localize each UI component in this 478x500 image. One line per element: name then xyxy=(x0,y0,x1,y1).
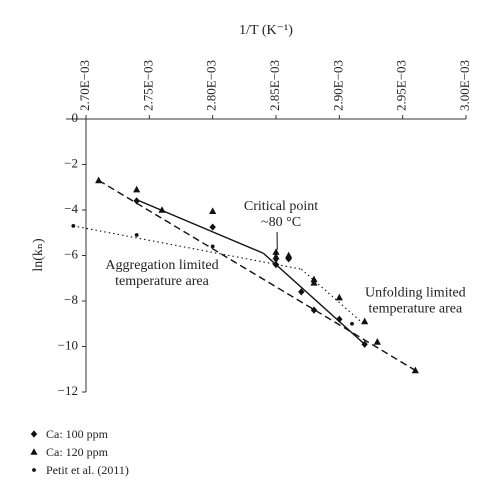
data-point-series-1 xyxy=(272,261,280,269)
y-axis-title: ln(kₙ) xyxy=(31,238,46,272)
data-point-series-3 xyxy=(350,321,354,326)
data-point-series-1 xyxy=(133,197,140,205)
data-point-series-3 xyxy=(274,258,278,262)
x-tick-label: 2.90E−03 xyxy=(330,60,345,111)
annotations: Critical point ~80 °C Aggregation limited t… xyxy=(105,199,465,316)
data-point-series-1 xyxy=(310,306,318,314)
data-point-series-1 xyxy=(361,340,368,348)
data-point-series-1 xyxy=(336,315,343,323)
data-point-series-2 xyxy=(361,317,369,325)
data-point-series-2 xyxy=(335,293,343,301)
data-point-series-2 xyxy=(373,338,381,345)
x-tick-label: 3.00E−03 xyxy=(457,60,472,111)
legend-label-2: Ca: 120 ppm xyxy=(46,445,109,459)
x-tick-label: 2.85E−03 xyxy=(267,60,282,111)
data-point-series-2 xyxy=(158,206,166,213)
data-point-series-2 xyxy=(95,176,103,184)
x-tick-label: 2.75E−03 xyxy=(140,60,155,111)
data-point-series-1 xyxy=(298,288,305,296)
legend-marker-3 xyxy=(32,468,36,472)
y-tick-label: −6 xyxy=(64,246,78,261)
y-tick-label: −8 xyxy=(64,292,78,307)
data-point-series-3 xyxy=(71,224,76,228)
legend-label-3: Petit et al. (2011) xyxy=(46,463,129,477)
legend-marker-2 xyxy=(30,448,38,455)
y-ticks: 0 −2 −4 −6 −8 −10 −12 xyxy=(58,110,86,398)
annotation-text-1: Critical point ~80 °C xyxy=(244,199,318,230)
x-tick-label: 2.80E−03 xyxy=(204,60,219,111)
data-points xyxy=(71,176,419,374)
data-point-series-2 xyxy=(272,248,280,255)
legend: Ca: 100 ppm Ca: 120 ppm Petit et al. (2011… xyxy=(30,427,129,477)
annotation-text-3: Unfolding limited temperature area xyxy=(365,285,466,316)
fit-line-series-3 xyxy=(300,268,366,326)
legend-marker-1 xyxy=(30,430,38,438)
x-tick-label: 2.95E−03 xyxy=(394,60,409,111)
data-point-series-2 xyxy=(209,207,217,214)
x-tick-label: 2.70E−03 xyxy=(77,60,92,111)
data-point-series-2 xyxy=(310,275,318,283)
y-tick-label: −2 xyxy=(64,155,78,170)
x-ticks: 2.70E−03 2.75E−03 2.80E−03 2.85E−03 2.90E−03… xyxy=(77,60,472,119)
data-point-series-3 xyxy=(210,244,215,249)
y-tick-label: 0 xyxy=(72,110,79,125)
x-axis-title: 1/T (K⁻¹) xyxy=(239,23,293,38)
y-tick-label: −10 xyxy=(58,337,78,352)
annotation-text-2: Aggregation limited temperature area xyxy=(105,258,218,289)
y-tick-label: −12 xyxy=(58,383,78,398)
fit-lines xyxy=(73,179,416,371)
data-point-series-2 xyxy=(272,252,280,260)
legend-label-1: Ca: 100 ppm xyxy=(46,427,109,441)
data-point-series-2 xyxy=(411,366,419,374)
data-point-series-2 xyxy=(285,251,293,259)
data-point-series-2 xyxy=(310,279,318,286)
data-point-series-1 xyxy=(209,223,216,231)
fit-line-series-1 xyxy=(136,199,264,254)
data-point-series-3 xyxy=(134,233,139,237)
data-point-series-2 xyxy=(133,185,141,193)
y-tick-label: −4 xyxy=(64,201,78,216)
fit-line-series-2 xyxy=(98,179,416,371)
